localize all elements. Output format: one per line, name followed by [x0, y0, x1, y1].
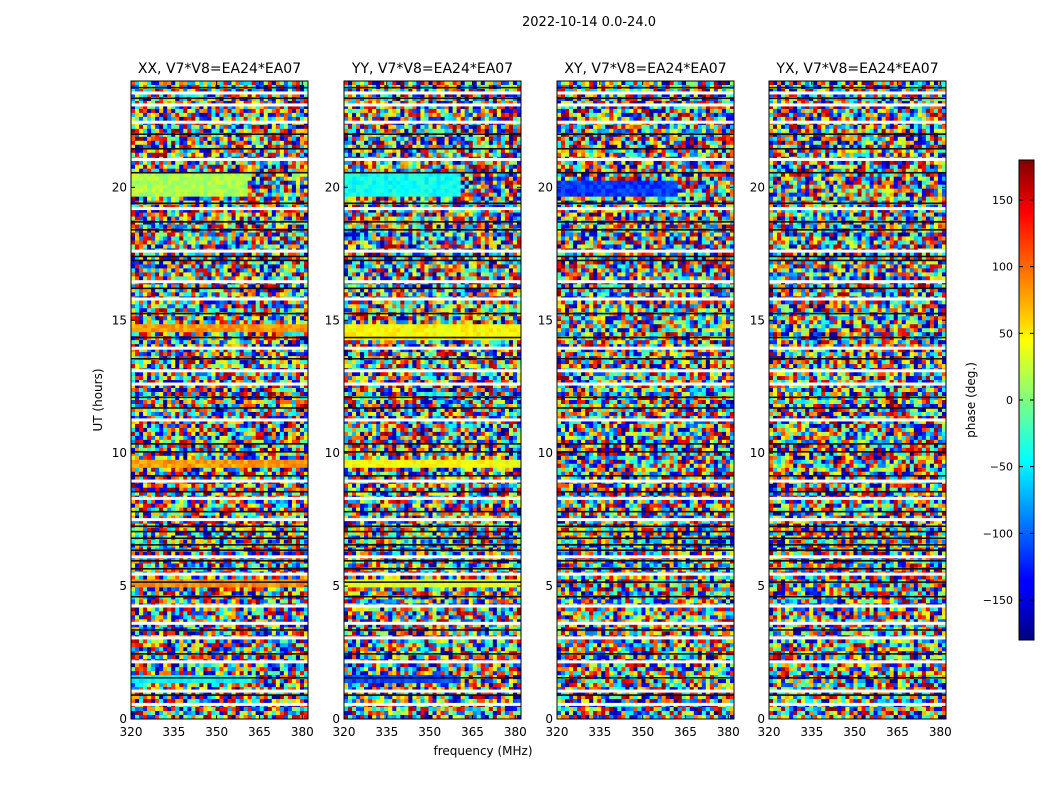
x-tick-label: 350 — [418, 725, 441, 739]
x-tick-label: 365 — [461, 725, 484, 739]
x-tick-label: 380 — [504, 725, 527, 739]
x-tick-label: 365 — [248, 725, 271, 739]
y-tick-label: 15 — [750, 313, 765, 327]
panels: XX, V7*V8=EA24*EA07 320 335 350 365 380 0 5 10 15… — [112, 61, 952, 739]
panel-4-title: YX, V7*V8=EA24*EA07 — [775, 61, 938, 77]
y-tick-label: 0 — [119, 712, 127, 726]
y-tick-label: 5 — [757, 579, 765, 593]
panel-4: YX, V7*V8=EA24*EA07 320 335 350 365 380 0 5 10 15… — [750, 61, 952, 739]
panel-2-image — [344, 81, 521, 719]
x-tick-label: 380 — [291, 725, 314, 739]
y-tick-label: 10 — [750, 446, 765, 460]
colorbar-tick-label: 50 — [999, 327, 1013, 340]
panel-3-frame — [556, 80, 735, 720]
suptitle: 2022-10-14 0.0-24.0 — [522, 15, 656, 30]
colorbar-ticks: −150 −100 −50 0 50 100 150 — [983, 194, 1034, 607]
panel-1-frame — [130, 80, 309, 720]
panel-1-image — [131, 81, 308, 719]
x-tick-label: 335 — [162, 725, 185, 739]
y-tick-label: 20 — [325, 180, 340, 194]
y-tick-label: 15 — [538, 313, 553, 327]
colorbar-tick-label: 150 — [992, 194, 1013, 207]
y-tick-label: 5 — [545, 579, 553, 593]
panel-4-frame — [768, 80, 947, 720]
panel-3-image — [557, 81, 734, 719]
colorbar-tick-label: −150 — [983, 594, 1013, 607]
y-tick-label: 0 — [545, 712, 553, 726]
y-tick-label: 10 — [538, 446, 553, 460]
colorbar-tick-label: 100 — [992, 261, 1013, 274]
y-tick-label: 5 — [119, 579, 127, 593]
panel-4-image — [769, 81, 946, 719]
y-tick-label: 0 — [757, 712, 765, 726]
colorbar-tick-label: −50 — [990, 461, 1013, 474]
x-tick-label: 350 — [205, 725, 228, 739]
x-tick-label: 350 — [843, 725, 866, 739]
panel-3-title: XY, V7*V8=EA24*EA07 — [564, 61, 726, 77]
x-tick-label: 335 — [800, 725, 823, 739]
y-tick-label: 10 — [112, 446, 127, 460]
colorbar-tick-label: 0 — [1006, 394, 1013, 407]
y-tick-label: 10 — [325, 446, 340, 460]
panel-3: XY, V7*V8=EA24*EA07 320 335 350 365 380 0 5 10 15… — [538, 61, 740, 739]
x-tick-label: 320 — [333, 725, 356, 739]
x-tick-label: 380 — [717, 725, 740, 739]
x-tick-label: 335 — [588, 725, 611, 739]
panel-2-title: YY, V7*V8=EA24*EA07 — [351, 61, 513, 77]
panel-1: XX, V7*V8=EA24*EA07 320 335 350 365 380 0 5 10 15… — [112, 61, 314, 739]
x-tick-label: 350 — [631, 725, 654, 739]
x-axis-label: frequency (MHz) — [433, 744, 532, 758]
y-tick-label: 15 — [112, 313, 127, 327]
x-tick-label: 320 — [120, 725, 143, 739]
y-tick-label: 20 — [750, 180, 765, 194]
panel-2-frame — [343, 80, 522, 720]
colorbar-label: phase (deg.) — [964, 362, 978, 438]
panel-1-title: XX, V7*V8=EA24*EA07 — [138, 61, 301, 77]
x-tick-label: 365 — [886, 725, 909, 739]
x-tick-label: 335 — [375, 725, 398, 739]
colorbar: −150 −100 −50 0 50 100 150 phase (deg.) — [964, 159, 1035, 641]
y-tick-label: 20 — [538, 180, 553, 194]
y-tick-label: 15 — [325, 313, 340, 327]
y-tick-label: 20 — [112, 180, 127, 194]
panel-2: YY, V7*V8=EA24*EA07 320 335 350 365 380 0 5 10 15… — [325, 61, 527, 739]
x-tick-label: 320 — [758, 725, 781, 739]
x-tick-label: 320 — [546, 725, 569, 739]
y-tick-label: 0 — [332, 712, 340, 726]
x-tick-label: 365 — [674, 725, 697, 739]
x-tick-label: 380 — [929, 725, 952, 739]
colorbar-tick-label: −100 — [983, 527, 1013, 540]
y-axis-label: UT (hours) — [91, 368, 105, 431]
y-tick-label: 5 — [332, 579, 340, 593]
